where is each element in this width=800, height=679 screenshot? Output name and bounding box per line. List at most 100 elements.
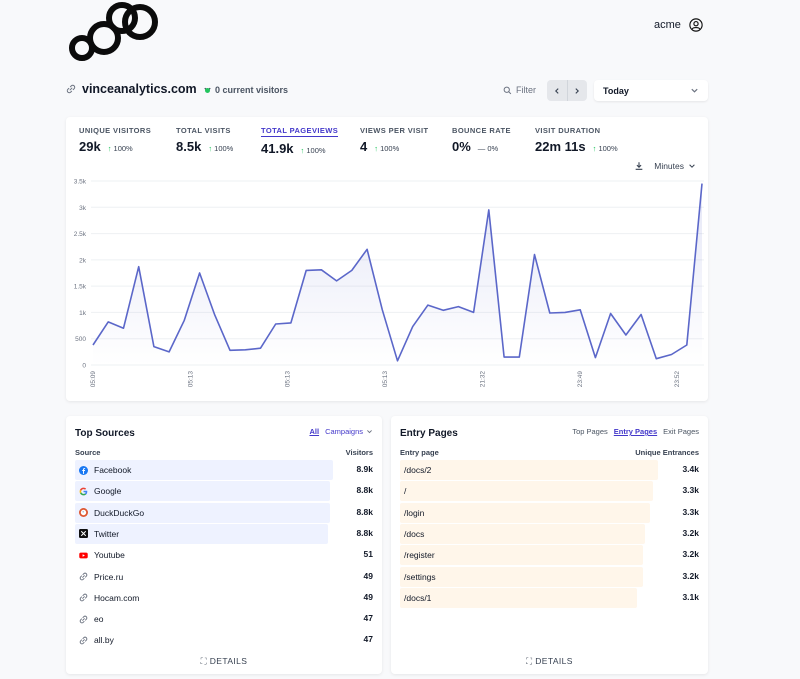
column-header-unique-entrances: Unique Entrances <box>635 448 699 457</box>
row-label-group: Youtube <box>75 550 125 560</box>
metric-bounce-rate[interactable]: BOUNCE RATE 0% — 0% <box>452 126 511 154</box>
row-value: 51 <box>363 549 373 560</box>
arrow-up-icon: ↑ <box>374 144 378 153</box>
row-value: 8.9k <box>356 464 373 474</box>
column-header-source: Source <box>75 448 101 457</box>
share-bar <box>400 523 646 544</box>
metric-value: 4 <box>360 139 368 154</box>
row-value: 3.2k <box>682 570 699 581</box>
metric-change: ↑ 100% <box>300 146 326 155</box>
share-bar <box>400 502 651 523</box>
entry-page-row[interactable]: /login <box>400 502 658 523</box>
source-row[interactable]: Hocam.com <box>75 588 333 608</box>
share-bar <box>400 587 638 608</box>
entry-page-row[interactable]: /settings <box>400 566 658 587</box>
row-value: 8.8k <box>356 527 373 538</box>
row-label: /register <box>404 550 435 561</box>
row-label: eo <box>94 614 104 625</box>
column-header-visitors: Visitors <box>345 448 373 457</box>
download-icon[interactable] <box>634 161 644 171</box>
filter-button[interactable]: Filter <box>503 85 536 95</box>
share-bar <box>400 566 643 587</box>
metric-change: ↑ 100% <box>592 144 618 153</box>
metric-label: TOTAL VISITS <box>176 126 231 135</box>
share-bar <box>75 460 333 480</box>
site-name: vinceanalytics.com <box>82 82 197 96</box>
interval-select[interactable]: Minutes <box>654 161 696 171</box>
row-label-group: /docs/1 <box>400 593 431 603</box>
entry-page-row[interactable]: / <box>400 481 658 502</box>
entry-page-row[interactable]: /register <box>400 545 658 566</box>
logo[interactable] <box>66 0 160 64</box>
source-row[interactable]: Youtube <box>75 545 333 565</box>
tab-campaigns[interactable]: Campaigns <box>325 427 373 436</box>
entry-page-row[interactable]: /docs <box>400 523 658 544</box>
share-bar <box>75 523 328 544</box>
source-row[interactable]: Twitter <box>75 523 333 544</box>
period-select[interactable]: Today <box>594 80 708 101</box>
row-label: Price.ru <box>94 571 124 582</box>
user-name: acme <box>654 19 681 31</box>
row-value: 3.3k <box>682 485 699 496</box>
next-period-button[interactable] <box>566 80 588 101</box>
source-row[interactable]: eo <box>75 609 333 629</box>
link-icon <box>79 593 88 602</box>
metric-visit-duration[interactable]: VISIT DURATION 22m 11s ↑ 100% <box>535 126 618 154</box>
chevron-down-icon <box>367 430 372 434</box>
source-row[interactable]: Facebook <box>75 460 333 480</box>
metric-unique-visitors[interactable]: UNIQUE VISITORS 29k ↑ 100% <box>79 126 151 154</box>
pageviews-chart[interactable]: 0 500 1k 1.5k 2k 2.5k 3k 3.5k 05:09 05:13 05:13 05:… <box>66 173 708 401</box>
row-label: / <box>404 486 407 497</box>
metric-change: ↑ 100% <box>208 144 234 153</box>
row-value: 3.4k <box>682 464 699 474</box>
expand-icon: ⛶ <box>200 656 207 666</box>
row-value: 3.2k <box>682 549 699 560</box>
link-icon <box>66 84 76 94</box>
metric-total-visits[interactable]: TOTAL VISITS 8.5k ↑ 100% <box>176 126 233 154</box>
share-bar <box>75 502 331 523</box>
row-value: 47 <box>363 613 373 624</box>
row-label-group: / <box>400 486 406 496</box>
y-tick-label: 2.5k <box>74 231 87 238</box>
row-label: /settings <box>404 571 436 582</box>
entry-page-row[interactable]: /docs/2 <box>400 460 658 480</box>
facebook-icon <box>79 465 88 475</box>
metric-value: 8.5k <box>176 139 202 154</box>
share-bar <box>75 481 331 502</box>
row-label-group: Twitter <box>75 529 119 539</box>
row-label-group: Hocam.com <box>75 593 139 603</box>
google-icon <box>79 487 88 496</box>
source-row[interactable]: Price.ru <box>75 567 333 587</box>
details-button[interactable]: ⛶ DETAILS <box>200 656 248 666</box>
x-tick-label: 23:52 <box>674 371 681 388</box>
live-dot-icon <box>205 87 210 93</box>
metric-label: VISIT DURATION <box>535 126 601 135</box>
row-value: 49 <box>363 591 373 602</box>
current-visitors-label: 0 current visitors <box>215 85 289 95</box>
row-value: 49 <box>363 570 373 581</box>
entry-page-row[interactable]: /docs/1 <box>400 587 658 608</box>
metric-total-pageviews[interactable]: TOTAL PAGEVIEWS 41.9k ↑ 100% <box>261 126 339 156</box>
source-row[interactable]: DuckDuckGo <box>75 502 333 523</box>
duckduckgo-icon <box>79 508 88 518</box>
user-menu[interactable]: acme <box>654 18 703 32</box>
previous-period-button[interactable] <box>547 80 567 101</box>
row-value: 3.3k <box>682 506 699 517</box>
metric-views-per-visit[interactable]: VIEWS PER VISIT 4 ↑ 100% <box>360 126 429 154</box>
tab-entry-pages[interactable]: Entry Pages <box>613 427 658 436</box>
tab-top-pages[interactable]: Top Pages <box>572 427 608 436</box>
row-value: 3.2k <box>682 527 699 538</box>
tab-all[interactable]: All <box>309 427 320 436</box>
y-tick-label: 1k <box>79 310 87 317</box>
row-label-group: /docs/2 <box>400 465 431 475</box>
arrow-up-icon: ↑ <box>300 146 305 155</box>
y-tick-label: 500 <box>75 336 86 343</box>
source-row[interactable]: all.by <box>75 630 333 650</box>
details-button[interactable]: ⛶ DETAILS <box>526 656 573 666</box>
source-row[interactable]: Google <box>75 481 333 502</box>
youtube-icon <box>79 551 88 560</box>
site-switcher[interactable]: vinceanalytics.com <box>66 82 212 96</box>
current-visitors[interactable]: 0 current visitors <box>205 85 288 95</box>
tab-exit-pages[interactable]: Exit Pages <box>663 427 699 436</box>
y-tick-label: 0 <box>82 363 86 370</box>
